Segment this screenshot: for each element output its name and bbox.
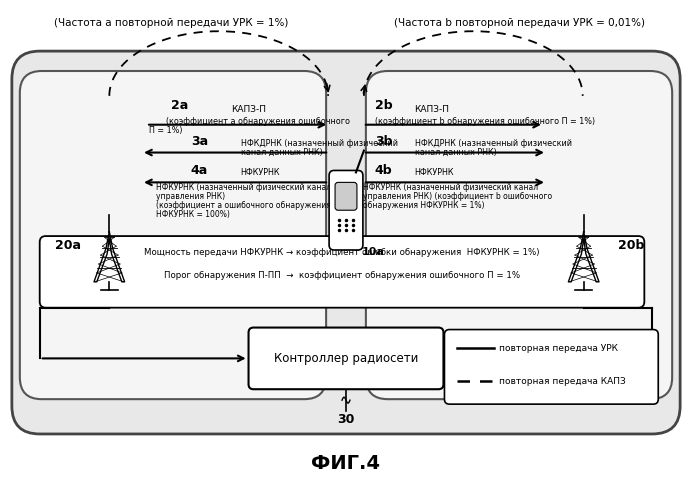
Text: (Частота а повторной передачи УРК = 1%): (Частота а повторной передачи УРК = 1%) [54,18,288,28]
Text: 10a: 10a [362,247,385,257]
Text: НФКУРНК: НФКУРНК [241,168,280,177]
FancyBboxPatch shape [329,170,363,250]
Text: НФКУРНК (назначенный физический канал: НФКУРНК (назначенный физический канал [363,184,538,192]
Text: Контроллер радиосети: Контроллер радиосети [274,352,418,365]
FancyBboxPatch shape [20,71,326,399]
Text: НФКУРНК: НФКУРНК [415,168,454,177]
Text: НФКУРНК = 100%): НФКУРНК = 100%) [156,210,230,219]
Text: НФКУРНК (назначенный физический канал: НФКУРНК (назначенный физический канал [156,184,331,192]
Text: 4a: 4a [191,164,208,177]
Text: канал данных РНК): канал данных РНК) [241,148,322,156]
Text: (коэффициент b обнаружения ошибочного П = 1%): (коэффициент b обнаружения ошибочного П … [375,116,595,126]
Text: (Частота b повторной передачи УРК = 0,01%): (Частота b повторной передачи УРК = 0,01… [394,18,644,28]
Text: 20a: 20a [55,238,82,252]
Text: управления РНК) (коэффициент b ошибочного: управления РНК) (коэффициент b ошибочног… [363,192,552,202]
FancyBboxPatch shape [335,182,357,210]
Text: НФКДРНК (назначенный физический: НФКДРНК (назначенный физический [415,138,572,147]
FancyBboxPatch shape [444,330,658,404]
FancyBboxPatch shape [39,236,644,308]
Text: повторная передача УРК: повторная передача УРК [499,344,618,353]
Text: 3b: 3b [375,134,392,147]
Text: 2b: 2b [375,99,392,112]
Text: ФИГ.4: ФИГ.4 [311,454,381,473]
Text: КАПЗ-П: КАПЗ-П [415,105,450,114]
Text: П = 1%): П = 1%) [149,126,183,134]
Text: КАПЗ-П: КАПЗ-П [230,105,266,114]
Text: повторная передача КАПЗ: повторная передача КАПЗ [499,377,626,386]
FancyBboxPatch shape [12,51,680,434]
Text: (коэффициент а обнаружения ошибочного: (коэффициент а обнаружения ошибочного [166,116,350,126]
Text: 3a: 3a [191,134,208,147]
Text: обнаружения НФКУРНК = 1%): обнаружения НФКУРНК = 1%) [363,201,484,210]
Text: управления РНК): управления РНК) [156,192,225,202]
Text: Порог обнаружения П-ПП  →  коэффициент обнаружения ошибочного П = 1%: Порог обнаружения П-ПП → коэффициент обн… [164,272,520,280]
Text: Мощность передачи НФКУРНК → коэффициент ошибки обнаружения  НФКУРНК = 1%): Мощность передачи НФКУРНК → коэффициент … [144,248,540,258]
Text: 30: 30 [337,412,355,426]
Text: 2a: 2a [171,99,188,112]
Text: канал данных РНК): канал данных РНК) [415,148,496,156]
Text: 4b: 4b [375,164,392,177]
FancyBboxPatch shape [366,71,672,399]
FancyBboxPatch shape [248,328,444,389]
Text: НФКДРНК (назначенный физический: НФКДРНК (назначенный физический [241,138,398,147]
Text: (коэффициент а ошибочного обнаружения: (коэффициент а ошибочного обнаружения [156,201,331,210]
Text: 20b: 20b [619,238,645,252]
